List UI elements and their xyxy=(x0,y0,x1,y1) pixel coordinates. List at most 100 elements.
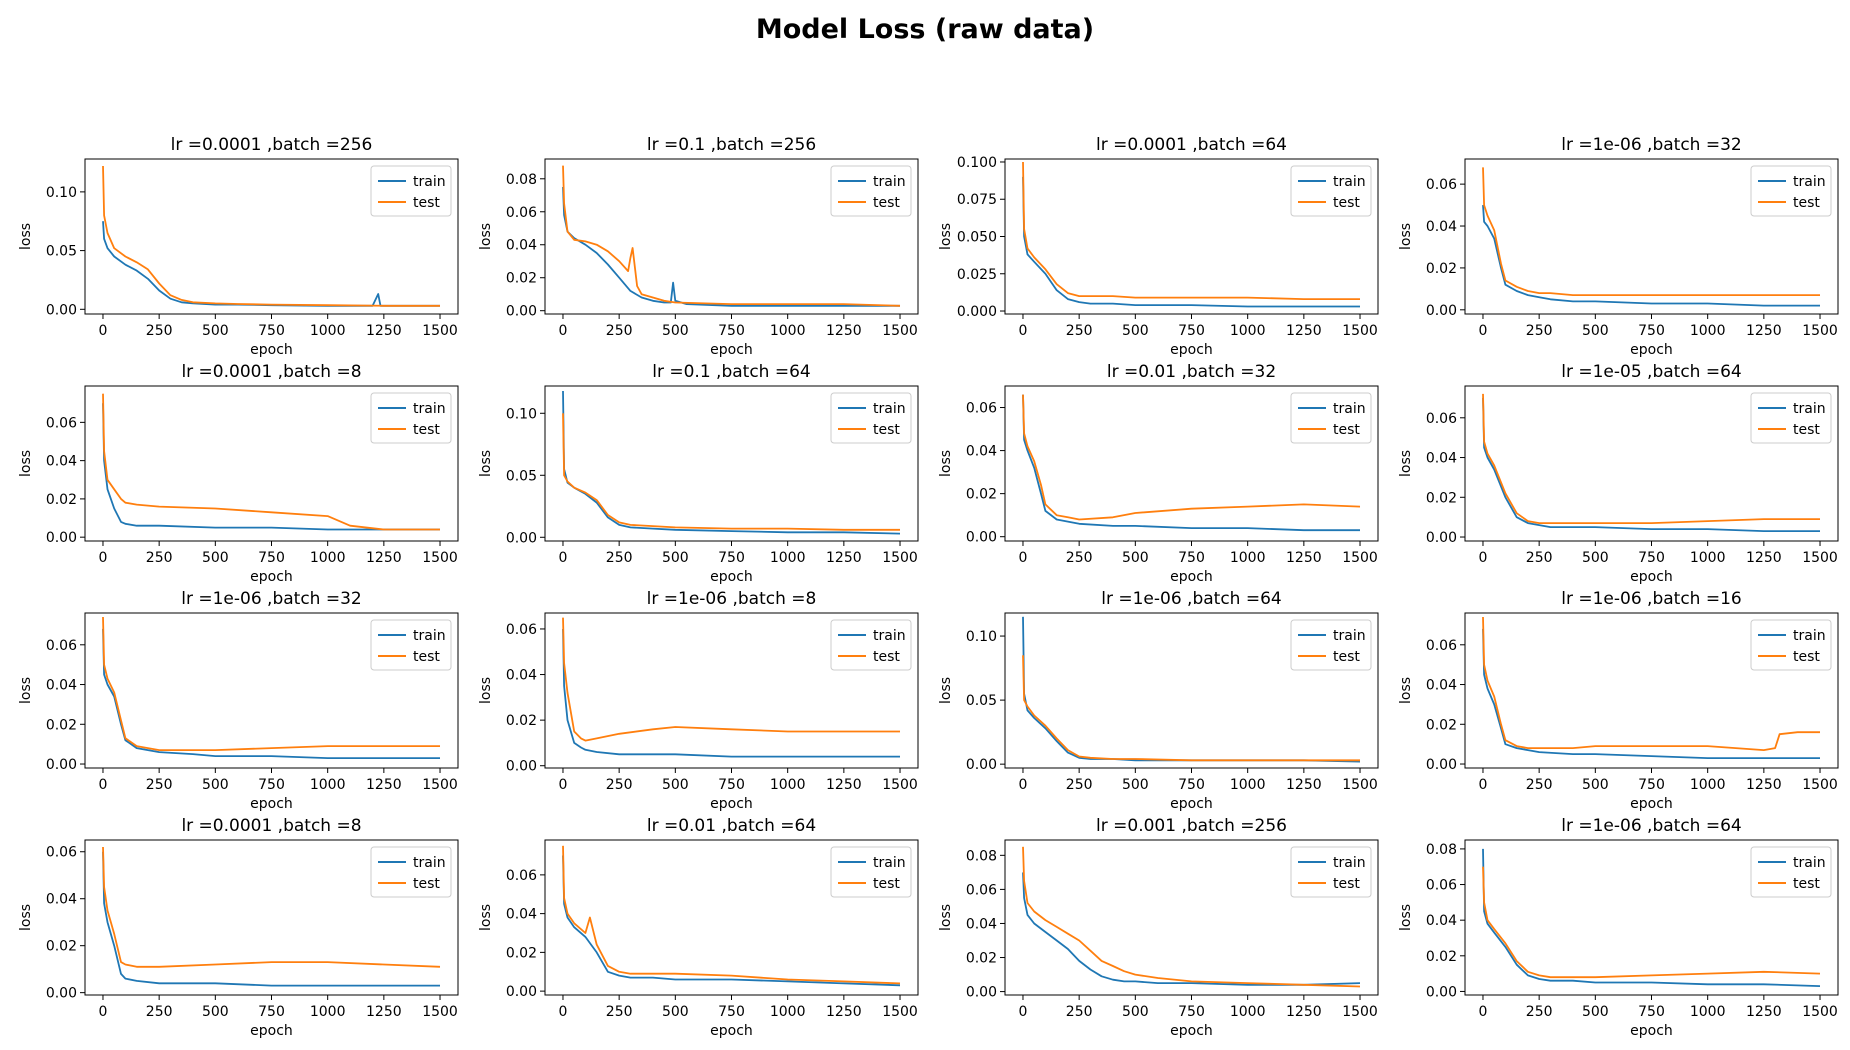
x-tick-label: 1000 xyxy=(770,550,806,566)
y-tick-label: 0.05 xyxy=(506,468,537,484)
legend-label-train: train xyxy=(873,628,906,644)
x-tick-label: 750 xyxy=(1638,1004,1665,1020)
x-tick-label: 0 xyxy=(1019,323,1028,339)
legend-label-train: train xyxy=(1793,855,1826,871)
x-tick-label: 1000 xyxy=(1690,550,1726,566)
legend-box xyxy=(370,619,452,671)
subplot: lr =1e-06 ,batch =16 0 250 500 750 1000 1250 15… xyxy=(1398,589,1839,812)
figure-title: Model Loss (raw data) xyxy=(755,14,1095,45)
x-tick-label: 1500 xyxy=(422,777,458,793)
x-tick-label: 250 xyxy=(146,1004,173,1020)
legend-box xyxy=(1750,619,1832,671)
y-tick-label: 0.00 xyxy=(966,985,997,1001)
legend-label-train: train xyxy=(413,174,446,190)
x-tick-label: 250 xyxy=(1526,1004,1553,1020)
x-tick-label: 1500 xyxy=(422,550,458,566)
y-tick-label: 0.06 xyxy=(46,638,77,654)
x-tick-label: 1500 xyxy=(1342,777,1378,793)
y-tick-label: 0.00 xyxy=(1426,530,1457,546)
subplot-title: lr =0.0001 ,batch =8 xyxy=(181,362,361,382)
series-line-test xyxy=(562,165,901,307)
subplot: lr =1e-06 ,batch =32 0 250 500 750 1000 1250 15… xyxy=(18,589,459,812)
legend-label-train: train xyxy=(1333,174,1366,190)
y-tick-label: 0.04 xyxy=(506,907,537,923)
y-tick-label: 0.02 xyxy=(506,945,537,961)
x-tick-label: 0 xyxy=(1479,550,1488,566)
x-tick-label: 0 xyxy=(1019,777,1028,793)
series-line-train xyxy=(102,403,440,531)
y-tick-label: 0.04 xyxy=(46,678,77,694)
series-line-train xyxy=(102,221,440,307)
subplot-title: lr =0.0001 ,batch =8 xyxy=(181,816,361,836)
y-tick-label: 0.04 xyxy=(46,454,77,470)
x-tick-label: 1000 xyxy=(310,1004,346,1020)
series-line-test xyxy=(1482,393,1820,524)
legend-label-train: train xyxy=(413,401,446,417)
x-axis-label: epoch xyxy=(710,796,753,812)
x-tick-label: 1000 xyxy=(1230,550,1266,566)
series-line-train xyxy=(1482,205,1820,307)
x-tick-label: 750 xyxy=(1638,550,1665,566)
series-line-train xyxy=(562,855,901,987)
x-tick-label: 750 xyxy=(1178,777,1205,793)
legend-box xyxy=(830,846,912,898)
x-tick-label: 0 xyxy=(559,1004,568,1020)
x-tick-label: 1000 xyxy=(770,323,806,339)
x-tick-label: 250 xyxy=(1526,550,1553,566)
x-tick-label: 1000 xyxy=(1690,777,1726,793)
series-line-test xyxy=(102,165,440,307)
x-tick-label: 0 xyxy=(99,1004,108,1020)
legend-label-test: test xyxy=(873,422,900,438)
y-axis-label: loss xyxy=(938,904,954,931)
y-tick-label: 0.075 xyxy=(957,192,997,208)
legend-label-train: train xyxy=(1793,628,1826,644)
x-tick-label: 1000 xyxy=(770,777,806,793)
x-axis-label: epoch xyxy=(710,342,753,358)
x-tick-label: 1250 xyxy=(366,323,402,339)
y-axis-label: loss xyxy=(1398,677,1414,704)
series-line-test xyxy=(102,846,441,968)
y-tick-label: 0.06 xyxy=(1426,177,1457,193)
x-tick-label: 750 xyxy=(718,323,745,339)
y-tick-label: 0.04 xyxy=(966,916,997,932)
x-tick-label: 250 xyxy=(1526,323,1553,339)
x-tick-label: 1250 xyxy=(826,1004,862,1020)
y-tick-label: 0.050 xyxy=(957,230,997,246)
x-tick-label: 1250 xyxy=(826,323,862,339)
subplot-title: lr =1e-06 ,batch =16 xyxy=(1561,589,1741,609)
x-tick-label: 1000 xyxy=(310,777,346,793)
x-axis-label: epoch xyxy=(1630,342,1673,358)
x-tick-label: 1500 xyxy=(882,550,918,566)
subplot-title: lr =0.0001 ,batch =64 xyxy=(1096,135,1287,155)
x-tick-label: 1000 xyxy=(1690,323,1726,339)
x-tick-label: 1000 xyxy=(1230,1004,1266,1020)
x-axis-label: epoch xyxy=(250,569,293,585)
x-tick-label: 0 xyxy=(1019,1004,1028,1020)
y-axis-label: loss xyxy=(18,450,34,477)
y-axis-label: loss xyxy=(18,677,34,704)
y-axis-label: loss xyxy=(18,904,34,931)
x-tick-label: 0 xyxy=(1479,1004,1488,1020)
x-axis-label: epoch xyxy=(1630,796,1673,812)
y-tick-label: 0.02 xyxy=(506,271,537,287)
legend-box xyxy=(370,392,452,444)
x-tick-label: 0 xyxy=(1479,777,1488,793)
x-axis-label: epoch xyxy=(1170,796,1213,812)
x-tick-label: 250 xyxy=(1066,550,1093,566)
x-tick-label: 0 xyxy=(99,323,108,339)
x-tick-label: 1500 xyxy=(1802,777,1838,793)
legend-label-train: train xyxy=(413,855,446,871)
y-axis-label: loss xyxy=(18,223,34,250)
x-tick-label: 1250 xyxy=(1746,550,1782,566)
y-tick-label: 0.02 xyxy=(46,717,77,733)
series-line-test xyxy=(1482,616,1820,751)
y-tick-label: 0.05 xyxy=(966,693,997,709)
subplot: lr =0.1 ,batch =64 0 250 500 750 1000 1250 1500… xyxy=(478,362,919,585)
series-line-test xyxy=(102,616,440,751)
y-axis-label: loss xyxy=(1398,904,1414,931)
legend-box xyxy=(830,392,912,444)
y-tick-label: 0.04 xyxy=(1426,678,1457,694)
series-line-train xyxy=(562,628,900,758)
legend-box xyxy=(1290,619,1372,671)
